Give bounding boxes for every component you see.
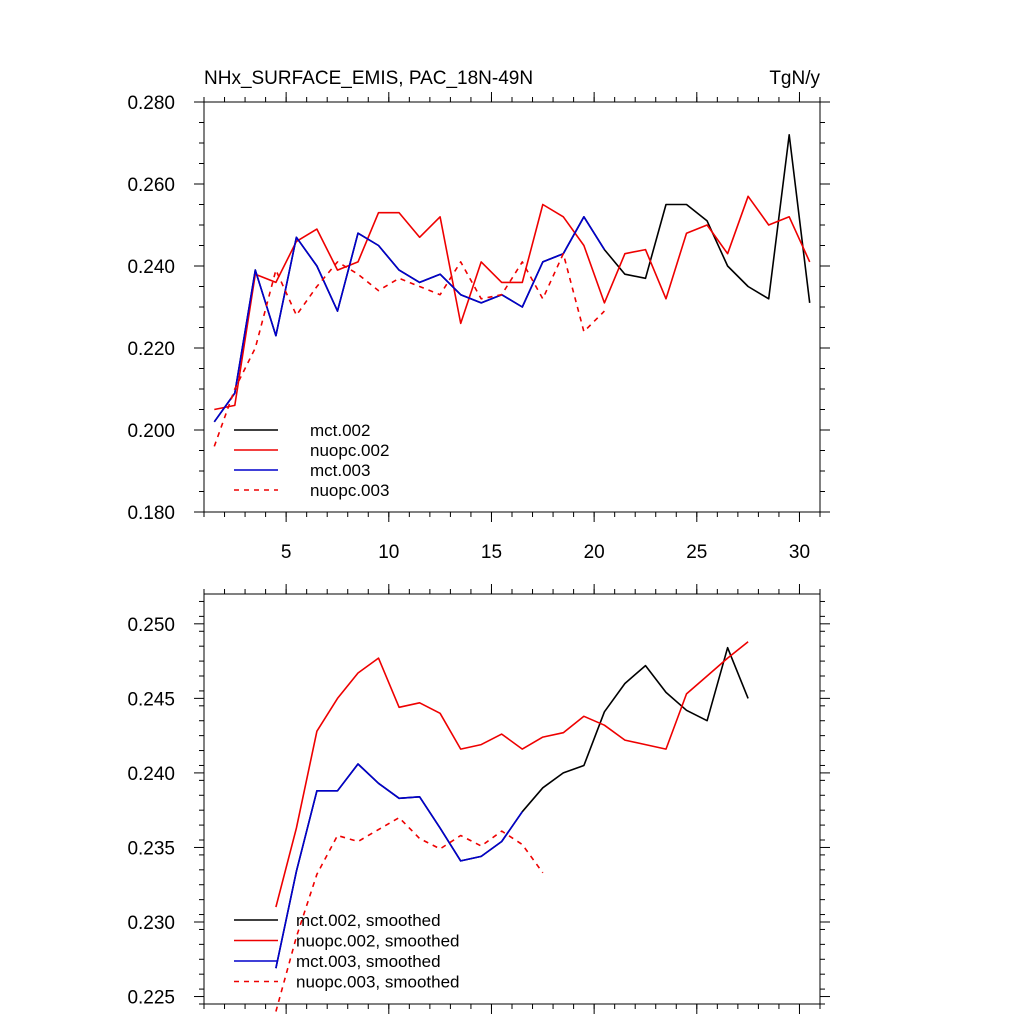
bottom-panel-chart: 0.225 0.230 0.235 0.240 0.245 0.250 mct.002, s…: [127, 584, 830, 1014]
y-tick-label: 0.220: [127, 339, 175, 360]
y-tick-label: 0.180: [127, 503, 175, 524]
y-tick-label: 0.245: [127, 689, 175, 710]
y-tick-label: 0.240: [127, 764, 175, 785]
legend-label: nuopc.003: [310, 481, 389, 500]
legend-label: nuopc.002: [310, 441, 389, 460]
series-line-nuopc-002-smoothed: [275, 641, 749, 908]
plot-frame: [203, 101, 821, 513]
series-line-nuopc-003: [213, 252, 605, 447]
x-tick-label: 20: [584, 542, 605, 563]
series-line-nuopc-002: [214, 195, 811, 411]
series-line-nuopc-003-smoothed: [275, 816, 544, 1012]
x-tick-label: 25: [686, 542, 707, 563]
y-tick-label: 0.225: [127, 988, 175, 1009]
top-panel-chart: 5 10 15 20 25 30 0.180 0.200 0.220 0.240 0.260 0.28…: [127, 68, 830, 563]
chart-units: TgN/y: [769, 68, 820, 89]
chart-title: NHx_SURFACE_EMIS, PAC_18N-49N: [204, 68, 533, 89]
y-tick-label: 0.250: [127, 615, 175, 636]
x-tick-label: 5: [281, 542, 292, 563]
legend-label: nuopc.003, smoothed: [296, 973, 460, 992]
legend-label: mct.003, smoothed: [296, 952, 441, 971]
x-tick-label: 30: [789, 542, 810, 563]
legend-label: nuopc.002, smoothed: [296, 932, 460, 951]
y-tick-label: 0.230: [127, 913, 175, 934]
series-line-mct-003: [213, 216, 606, 423]
y-tick-label: 0.235: [127, 838, 175, 859]
legend-label: mct.002, smoothed: [296, 911, 441, 930]
series-line-mct-003-smoothed: [275, 763, 523, 969]
x-tick-label: 15: [481, 542, 502, 563]
y-tick-label: 0.260: [127, 175, 175, 196]
y-tick-label: 0.240: [127, 257, 175, 278]
legend-label: mct.003: [310, 461, 370, 480]
x-tick-label: 10: [378, 542, 399, 563]
legend-label: mct.002: [310, 421, 370, 440]
y-tick-label: 0.280: [127, 93, 175, 114]
y-tick-label: 0.200: [127, 421, 175, 442]
